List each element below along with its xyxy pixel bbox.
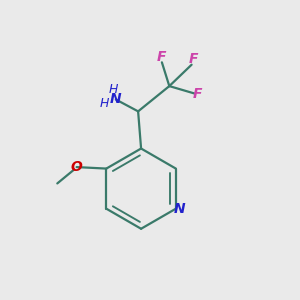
- Text: F: F: [193, 86, 202, 100]
- Text: F: F: [157, 50, 167, 64]
- Text: H: H: [108, 82, 118, 96]
- Text: H: H: [99, 98, 109, 110]
- Text: N: N: [110, 92, 122, 106]
- Text: F: F: [188, 52, 198, 66]
- Text: O: O: [71, 160, 82, 174]
- Text: N: N: [174, 202, 185, 216]
